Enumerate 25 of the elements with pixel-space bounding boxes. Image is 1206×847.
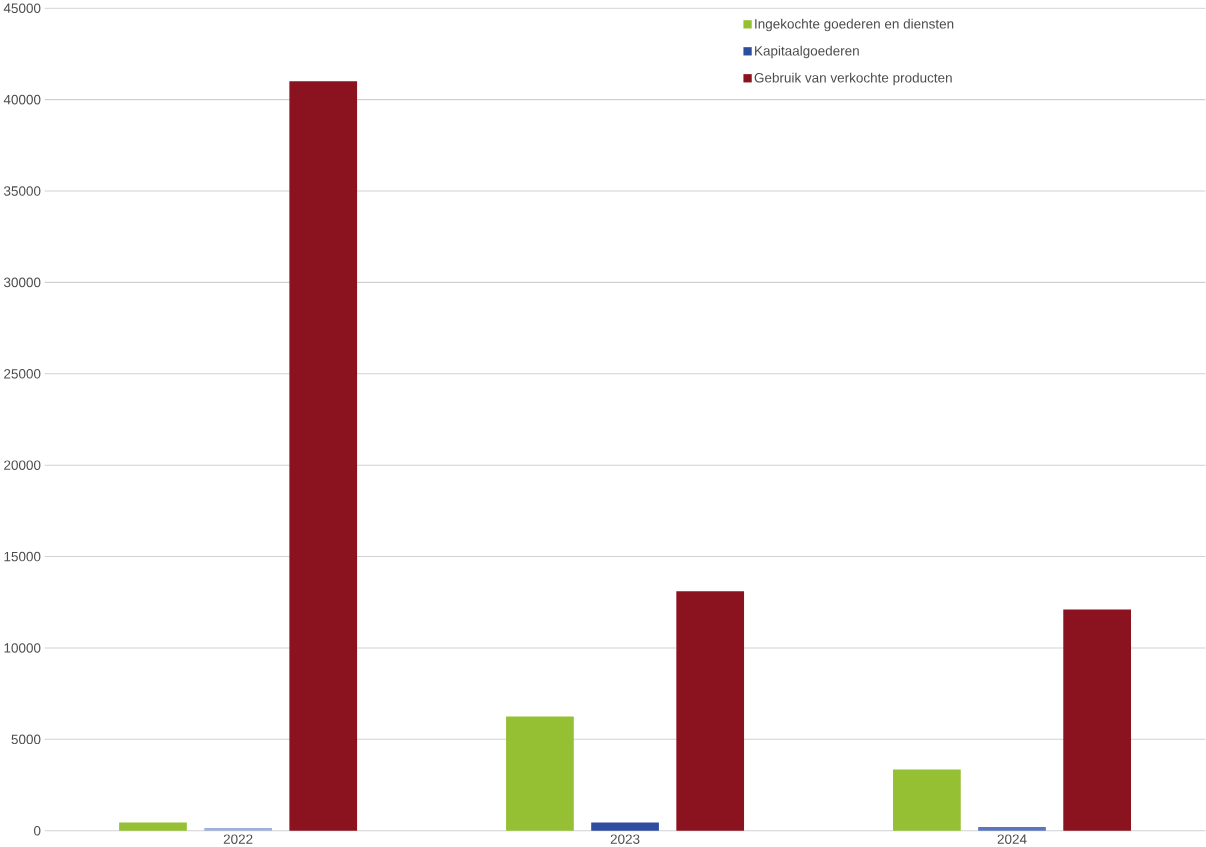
legend-label: Gebruik van verkochte producten [754, 72, 952, 86]
x-tick-label: 2024 [997, 834, 1027, 844]
y-tick-label: 10000 [4, 642, 41, 653]
y-tick-label: 35000 [3, 186, 41, 196]
bar [506, 716, 574, 831]
y-tick-label: 45000 [3, 3, 41, 13]
y-tick-label: 25000 [4, 368, 41, 379]
bar [289, 81, 358, 831]
y-tick-label: 5000 [11, 734, 41, 744]
bar [978, 826, 1046, 831]
bar [676, 591, 745, 831]
bar [204, 827, 272, 831]
x-tick-label: 2022 [223, 834, 253, 844]
y-tick-label: 40000 [3, 94, 41, 105]
y-tick-label: 20000 [4, 460, 41, 470]
y-tick-label: 30000 [3, 277, 41, 287]
bar [591, 822, 659, 831]
bar [1063, 609, 1131, 831]
y-tick-label: 0 [33, 825, 41, 836]
y-tick-label: 15000 [4, 551, 41, 562]
bar [119, 822, 187, 831]
legend-label: Kapitaalgoederen [755, 45, 859, 59]
legend-label: Ingekochte goederen en diensten [755, 18, 954, 32]
x-tick-label: 2023 [610, 834, 640, 844]
bar [893, 769, 961, 831]
